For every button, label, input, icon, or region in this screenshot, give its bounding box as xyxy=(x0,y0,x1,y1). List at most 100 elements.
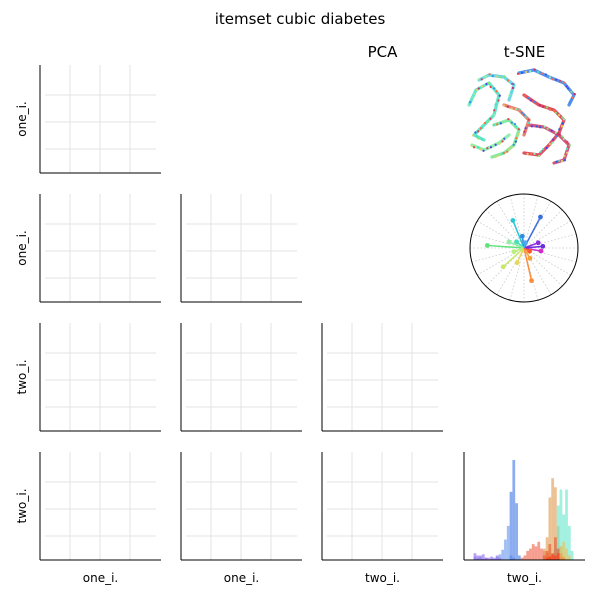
tsne-point xyxy=(472,96,475,99)
tsne-point xyxy=(510,90,513,94)
histogram-bar xyxy=(559,489,563,560)
histogram-bar xyxy=(551,554,555,560)
histogram-bar xyxy=(531,544,535,560)
tsne-point xyxy=(494,103,497,106)
tsne-point xyxy=(538,154,541,157)
tsne-point xyxy=(524,115,527,118)
column-label-0: one_i. xyxy=(83,571,118,585)
tsne-point xyxy=(493,113,496,117)
tsne-point xyxy=(533,68,536,71)
panel-r0-c0 xyxy=(39,65,161,174)
tsne-point xyxy=(473,92,476,95)
tsne-point xyxy=(537,71,540,74)
tsne-point xyxy=(533,100,537,104)
polar-point xyxy=(514,260,520,266)
histogram-bar xyxy=(506,525,510,560)
tsne-point xyxy=(477,146,480,149)
tsne-point xyxy=(493,109,496,112)
histogram-bar xyxy=(476,555,480,560)
tsne-point xyxy=(506,105,509,108)
panel-r2-c2 xyxy=(321,323,443,432)
polar-stem xyxy=(487,244,525,249)
tsne-point xyxy=(503,75,506,78)
panel-r2-c1 xyxy=(180,323,302,432)
row-labels: one_i. one_i. two_i. two_i. xyxy=(15,101,29,523)
tsne-point xyxy=(548,142,552,146)
tsne-point xyxy=(500,152,504,155)
panel-r2-c0 xyxy=(39,323,161,432)
tsne-point xyxy=(504,136,507,139)
tsne-point xyxy=(477,87,480,90)
tsne-point xyxy=(562,137,565,141)
polar-point xyxy=(529,278,534,284)
polar-point xyxy=(506,239,512,245)
tsne-point xyxy=(512,82,515,86)
tsne-point xyxy=(566,140,569,143)
histogram-bar xyxy=(515,503,518,560)
tsne-point xyxy=(498,142,501,145)
tsne-point xyxy=(506,150,509,153)
polar-point xyxy=(538,214,543,220)
tsne-point xyxy=(507,118,510,121)
tsne-point xyxy=(489,117,492,120)
polar-point xyxy=(540,243,546,249)
tsne-point xyxy=(470,144,473,147)
tsne-point xyxy=(529,152,533,156)
tsne-point xyxy=(541,105,545,108)
tsne-point xyxy=(501,140,504,143)
tsne-point xyxy=(566,151,569,154)
tsne-point xyxy=(491,75,494,78)
tsne-point xyxy=(513,123,517,126)
tsne-point xyxy=(538,104,541,107)
histogram-bar xyxy=(540,548,543,560)
tsne-point xyxy=(518,108,521,111)
tsne-point xyxy=(482,149,485,152)
tsne-point xyxy=(550,129,553,132)
polar-grid-spoke xyxy=(509,247,525,301)
tsne-point xyxy=(496,123,499,126)
polar-point xyxy=(484,243,490,248)
histogram-bar xyxy=(487,557,491,560)
histogram-bar xyxy=(537,541,541,560)
polar-grid-spoke xyxy=(523,209,563,249)
tsne-point xyxy=(481,85,484,88)
tsne-point xyxy=(557,114,561,117)
column-titles: PCA t-SNE xyxy=(368,43,546,61)
tsne-point xyxy=(527,96,530,100)
tsne-point xyxy=(565,147,569,151)
tsne-point xyxy=(533,152,536,156)
tsne-point xyxy=(551,78,555,81)
tsne-point xyxy=(485,75,488,78)
tsne-point xyxy=(567,87,570,90)
polar-outline xyxy=(469,193,579,303)
tsne-point xyxy=(477,78,480,81)
histogram-bar xyxy=(529,548,532,560)
tsne-point xyxy=(540,72,543,75)
histogram-bar xyxy=(567,555,571,560)
histogram-bar xyxy=(501,549,505,560)
tsne-point xyxy=(554,111,557,114)
tsne-point xyxy=(502,104,506,107)
tsne-point xyxy=(553,109,556,112)
tsne-point xyxy=(492,123,495,126)
polar-point xyxy=(514,239,519,245)
histogram-bar xyxy=(473,553,477,560)
tsne-point xyxy=(523,130,526,133)
histogram-bar xyxy=(554,537,557,560)
tsne-point xyxy=(486,120,489,123)
polar-panel xyxy=(469,193,579,303)
tsne-panel xyxy=(467,68,576,165)
polar-point xyxy=(522,240,528,246)
tsne-point xyxy=(515,125,518,128)
row-label-0: one_i. xyxy=(15,101,29,136)
tsne-point xyxy=(563,154,566,158)
polar-point xyxy=(535,240,541,246)
tsne-point xyxy=(523,94,526,97)
tsne-point xyxy=(510,121,513,124)
tsne-point xyxy=(560,125,564,128)
tsne-point xyxy=(483,121,487,125)
row-label-3: two_i. xyxy=(15,488,29,523)
tsne-point xyxy=(545,106,549,109)
column-label-2: two_i. xyxy=(365,571,400,585)
tsne-point xyxy=(520,111,524,114)
